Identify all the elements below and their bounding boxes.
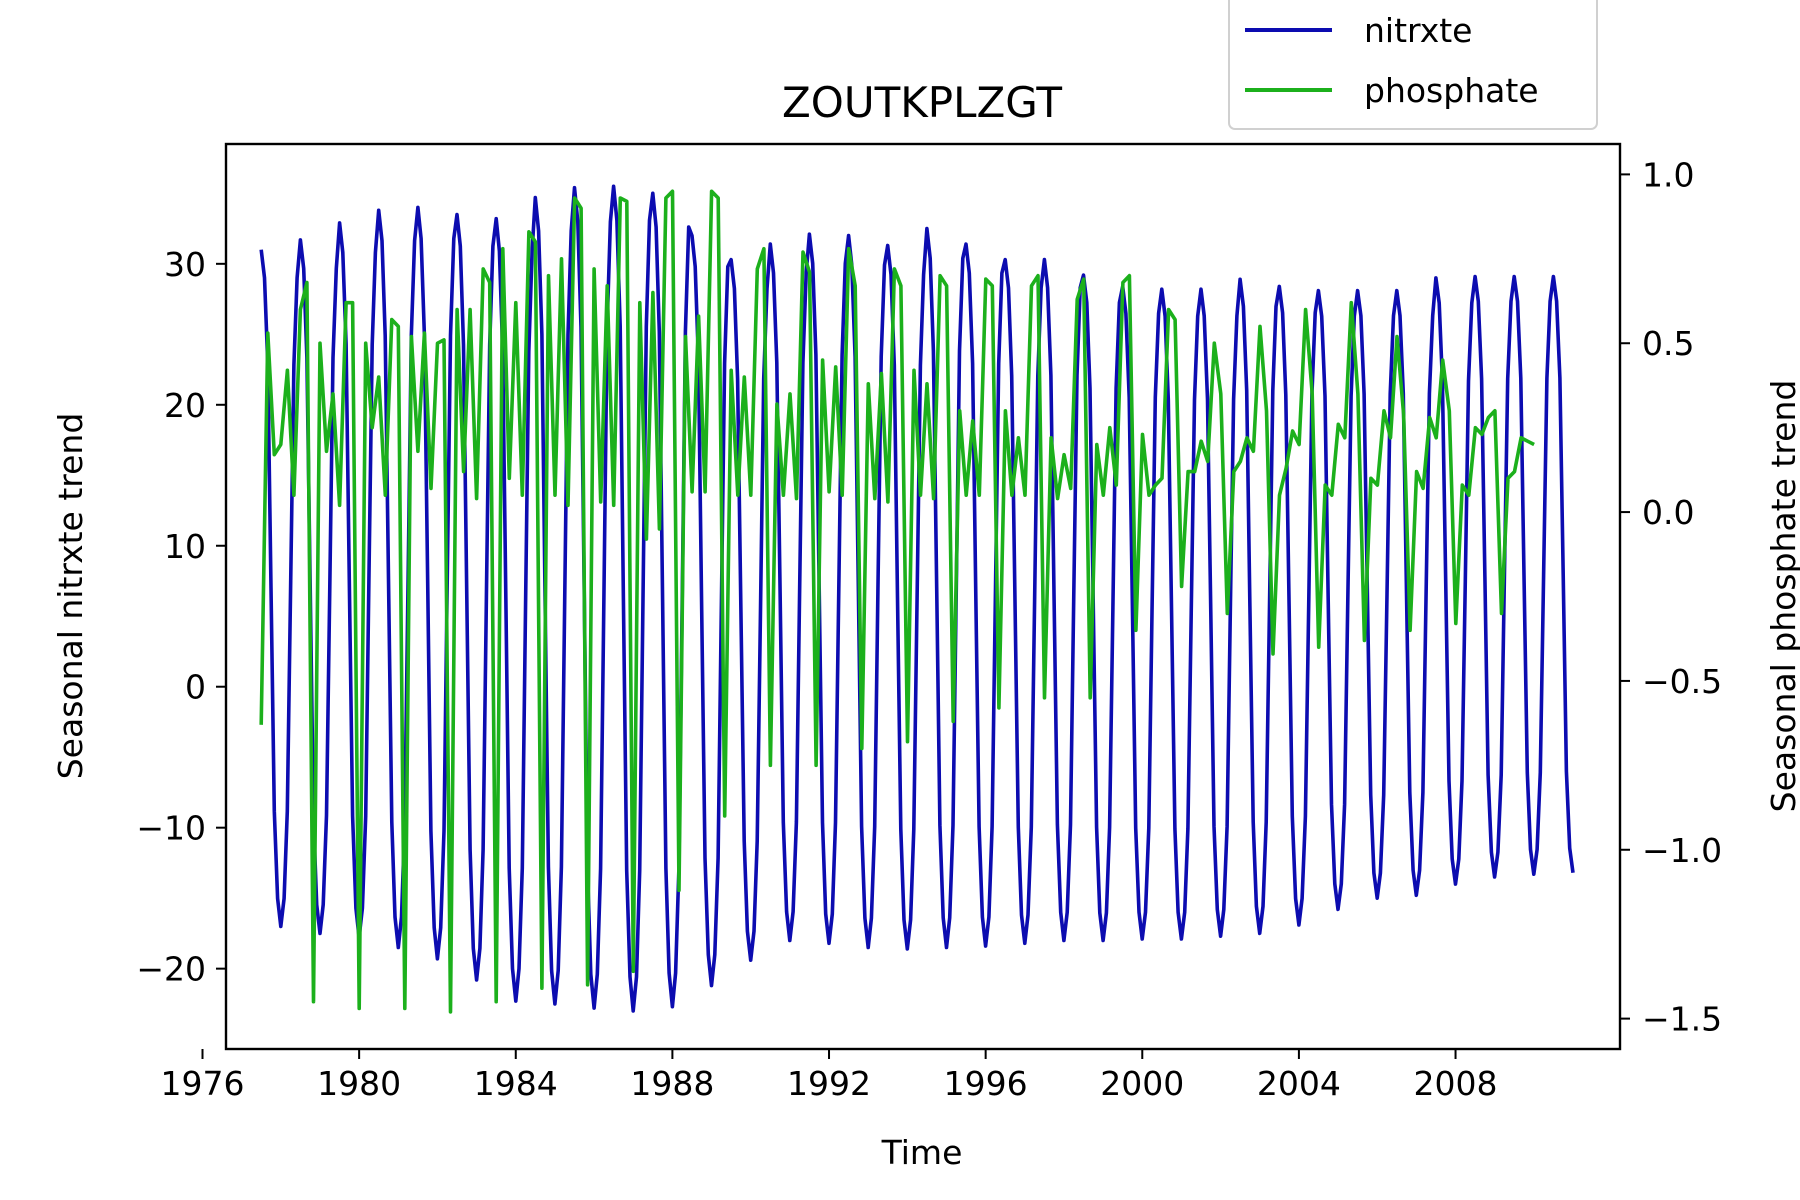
y-right-tick-label: 1.0 [1642, 155, 1694, 194]
y-left-tick-label: 20 [164, 386, 206, 425]
y-left-tick-label: 0 [185, 668, 206, 707]
y-left-tick-label: 10 [164, 527, 206, 566]
series-line-phosphate [259, 189, 1535, 1014]
legend-box [1228, 0, 1598, 130]
series-line-nitrxte [259, 184, 1575, 1013]
x-tick-label: 2000 [1100, 1064, 1184, 1103]
y-right-tick-label: 0.5 [1642, 324, 1694, 363]
x-axis-label: Time [881, 1133, 963, 1172]
legend-label-phosphate: phosphate [1364, 71, 1539, 110]
x-tick-label: 1992 [787, 1064, 871, 1103]
y-right-tick-label: 0.0 [1642, 493, 1694, 532]
x-tick-label: 2004 [1257, 1064, 1341, 1103]
legend-label-nitrxte: nitrxte [1364, 11, 1472, 50]
y-right-tick-label: −1.5 [1642, 1000, 1722, 1039]
x-tick-label: 1988 [630, 1064, 714, 1103]
plot-frame [224, 142, 1622, 1051]
y-axis-left-label: Seasonal nitrxte trend [51, 413, 90, 780]
y-axis-left: −20 −10 0 10 20 30 [136, 245, 226, 989]
chart-title: ZOUTKPLZGT [782, 78, 1062, 127]
x-tick-label: 1996 [944, 1064, 1028, 1103]
y-left-tick-label: 30 [164, 245, 206, 284]
y-axis-right-label: Seasonal phosphate trend [1764, 380, 1800, 813]
x-tick-label: 1980 [317, 1064, 401, 1103]
x-tick-label: 2008 [1414, 1064, 1498, 1103]
x-axis: 1976 1980 1984 1988 1992 1996 2000 2004 2008 [161, 1049, 1498, 1103]
y-left-tick-label: −20 [136, 950, 206, 989]
y-left-tick-label: −10 [136, 809, 206, 848]
x-tick-label: 1976 [161, 1064, 245, 1103]
x-tick-label: 1984 [474, 1064, 558, 1103]
plot-lines [259, 184, 1575, 1014]
legend: nitrxte phosphate [1228, 0, 1598, 130]
y-right-tick-label: −0.5 [1642, 662, 1722, 701]
y-axis-right: −1.5 −1.0 −0.5 0.0 0.5 1.0 [1620, 155, 1722, 1039]
y-right-tick-label: −1.0 [1642, 831, 1722, 870]
